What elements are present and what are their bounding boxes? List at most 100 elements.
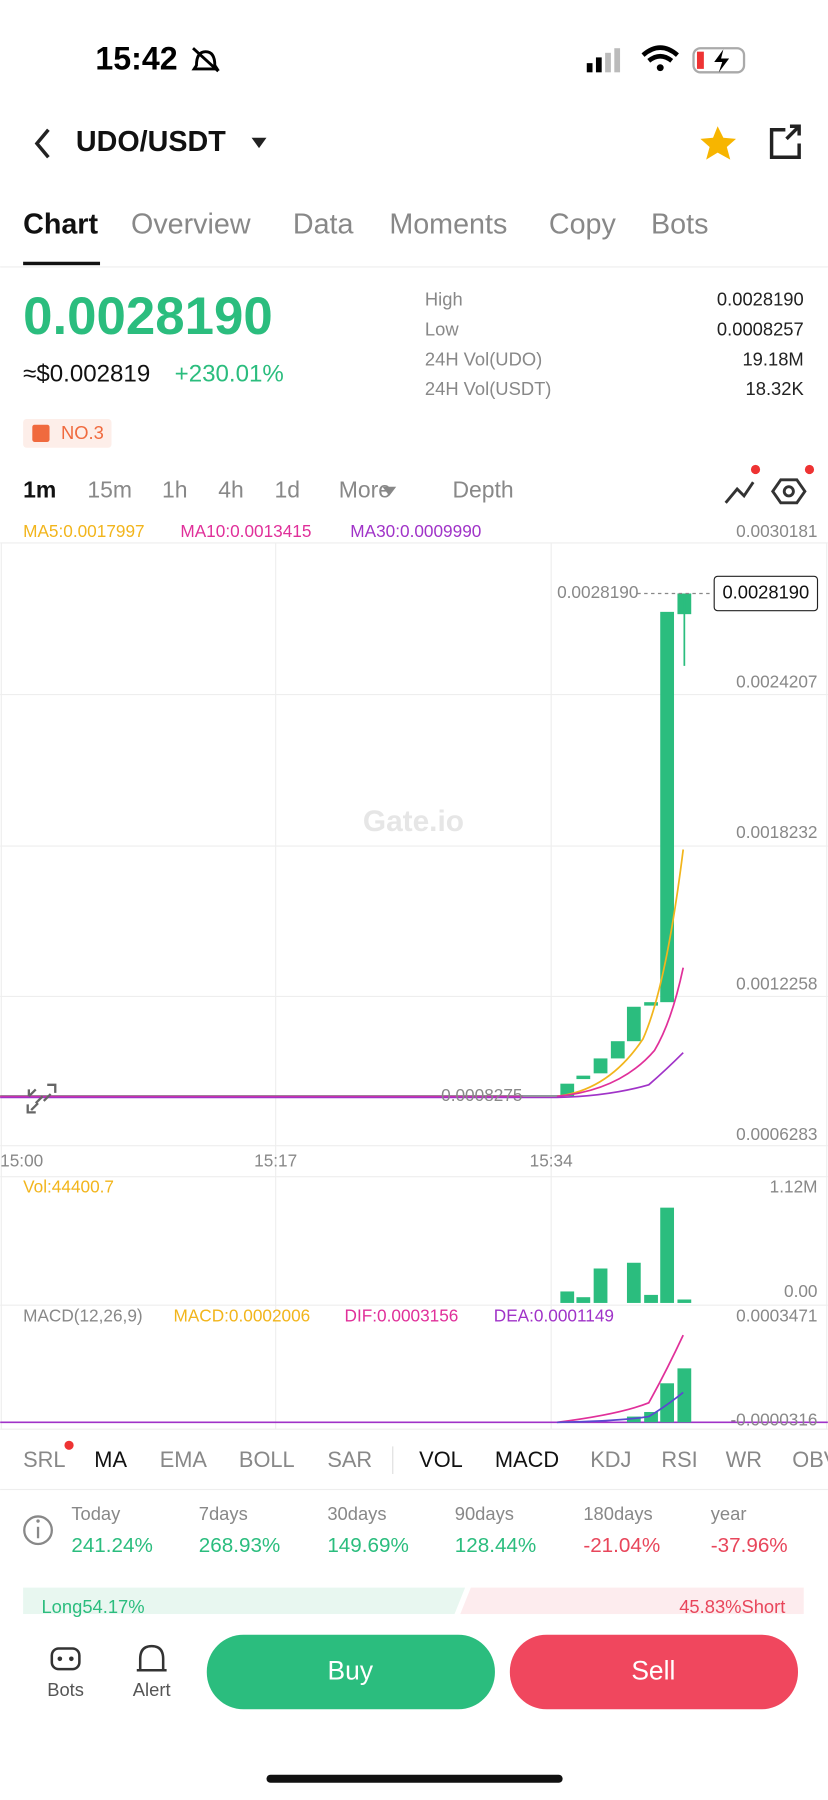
indicator-tab[interactable]: MA [94,1447,127,1472]
short-ratio: 45.83%Short [679,1596,785,1617]
volume-bars [560,1207,692,1303]
approx-price: ≈$0.002819 [23,361,150,388]
period-value: 149.69% [327,1534,409,1557]
tab[interactable]: Chart [23,209,98,241]
indicator-tab[interactable]: VOL [419,1447,463,1472]
alert-icon[interactable] [136,1644,167,1672]
ma-lines [0,849,685,1099]
sell-label[interactable]: Sell [631,1656,675,1686]
tab-underline [23,261,101,266]
indicator-icon[interactable] [724,464,761,504]
tab[interactable]: Copy [549,209,617,241]
rank-icon [32,424,50,442]
macd-series [0,1334,828,1424]
indicator-tab[interactable]: OBV [792,1447,828,1472]
share-button[interactable] [769,124,801,159]
ma-label: MA30:0.0009990 [350,521,481,541]
alert-label[interactable]: Alert [133,1679,171,1700]
period-value: -21.04% [583,1534,660,1557]
info-icon[interactable] [23,1515,53,1546]
ma-label: MA10:0.0013415 [180,521,311,541]
stat-value: 18.32K [746,378,805,399]
rank: NO.3 [61,422,104,443]
stat-value: 0.0008257 [717,318,804,339]
time-axis-label: 15:34 [530,1150,573,1170]
indicator-tab[interactable]: RSI [661,1447,697,1472]
bots-label[interactable]: Bots [47,1679,84,1700]
period-label: Today [71,1503,121,1524]
vol-label: Vol:44400.7 [23,1177,114,1197]
period-value: -37.96% [711,1534,788,1557]
srl-dot [64,1440,74,1450]
last-price-tag-text: 0.0028190 [722,581,809,602]
high-marker: 0.0028190 [557,582,638,602]
indicator-tab[interactable]: EMA [160,1447,208,1472]
last-price-tag [713,575,819,612]
divider [0,1488,828,1491]
divider [0,266,828,268]
stat-value: 19.18M [742,348,803,369]
price-axis-label: 0.0012258 [736,973,817,993]
more-arrow[interactable] [382,486,397,496]
watermark: Gate.io [363,805,464,838]
tab[interactable]: Moments [389,209,507,241]
stat-label: 24H Vol(UDO) [425,348,542,369]
period-label: 180days [583,1503,652,1524]
status-icons [191,45,746,74]
period-label: 30days [327,1503,386,1524]
expand-icon[interactable] [26,1083,57,1114]
tab[interactable]: Data [293,209,354,241]
ma-label: MA5:0.0017997 [23,521,144,541]
interval[interactable]: 4h [218,476,244,502]
indicator-tab[interactable]: MACD [495,1447,559,1472]
pair-dropdown[interactable] [251,137,267,149]
candles [0,593,692,1098]
indicator-tab[interactable]: SRL [23,1447,65,1472]
last-price: 0.0028190 [23,287,273,346]
interval[interactable]: More [339,476,391,502]
interval[interactable]: 1m [23,476,56,502]
period-label: 90days [455,1503,514,1524]
pair-title[interactable]: UDO/USDT [76,126,226,158]
price-axis-label: 0.0024207 [736,672,817,692]
interval[interactable]: 15m [87,476,132,502]
indicator-tab[interactable]: BOLL [239,1447,295,1472]
dea-value: DEA:0.0001149 [494,1305,614,1325]
macd-axis-label: -0.0000316 [730,1410,817,1430]
stat-label: High [425,289,463,310]
period-label: year [711,1503,747,1524]
indicator-tab[interactable]: WR [726,1447,762,1472]
stat-label: Low [425,318,459,339]
long-bar [23,1587,466,1617]
sell-button[interactable] [509,1634,798,1710]
dif-value: DIF:0.0003156 [345,1305,459,1325]
home-indicator [266,1774,563,1783]
buy-button[interactable] [206,1634,495,1710]
time-axis-label: 15:17 [254,1150,297,1170]
macd-value: MACD:0.0002006 [174,1305,311,1325]
tab[interactable]: Overview [131,209,251,241]
bots-icon[interactable] [50,1647,81,1671]
interval[interactable]: Depth [452,476,513,502]
short-bar [459,1587,804,1617]
back-button[interactable] [34,128,50,159]
period-value: 128.44% [455,1534,537,1557]
long-ratio: Long54.17% [41,1596,144,1617]
price-axis-label: 0.0018232 [736,822,817,842]
interval[interactable]: 1d [275,476,301,502]
favorite-star[interactable] [700,126,737,160]
price-change: +230.01% [175,361,284,388]
stat-label: 24H Vol(USDT) [425,378,552,399]
period-value: 241.24% [71,1534,153,1557]
vol-axis-label: 1.12M [770,1177,818,1197]
tab[interactable]: Bots [651,209,708,241]
indicator-tab[interactable]: KDJ [590,1447,631,1472]
buy-label[interactable]: Buy [328,1656,374,1686]
interval[interactable]: 1h [162,476,188,502]
price-axis-label: 0.0006283 [736,1124,817,1144]
indicator-tab[interactable]: SAR [327,1447,372,1472]
settings-icon[interactable] [770,464,815,505]
stat-value: 0.0028190 [717,289,804,310]
